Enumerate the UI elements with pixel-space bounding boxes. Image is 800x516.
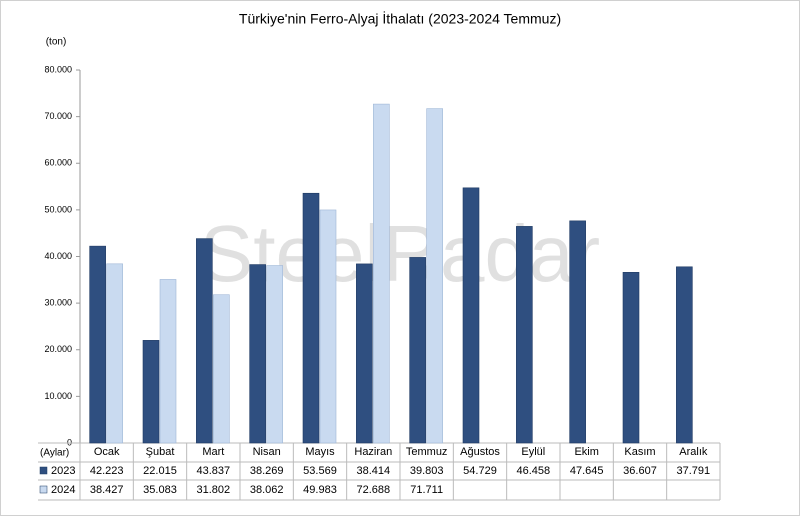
value-label: 38.269 — [250, 465, 284, 477]
x-tick-label: Mart — [202, 446, 224, 458]
bar — [373, 103, 390, 444]
value-label: 38.427 — [90, 484, 124, 496]
bar — [106, 263, 123, 444]
x-tick-label: Kasım — [624, 446, 655, 458]
x-tick-label: Ekim — [574, 446, 598, 458]
x-tick-label: Haziran — [354, 446, 392, 458]
y-tick-label: 30.000 — [44, 298, 72, 308]
bar — [319, 209, 337, 444]
x-tick-label: Mayıs — [305, 446, 335, 458]
bar — [409, 257, 426, 444]
legend-swatch — [39, 466, 48, 475]
y-tick-label: 0 — [67, 437, 72, 447]
y-tick-label: 40.000 — [44, 251, 72, 261]
bar — [356, 263, 373, 444]
value-label: 22.015 — [143, 465, 177, 477]
value-label: 37.791 — [677, 465, 711, 477]
bar — [266, 265, 283, 444]
x-tick-label: Temmuz — [406, 446, 448, 458]
value-label: 39.803 — [410, 465, 444, 477]
legend-label: 2024 — [51, 484, 75, 496]
x-tick-label: Aralık — [679, 446, 708, 458]
bar — [462, 187, 480, 444]
bar — [569, 220, 586, 444]
y-tick-label: 10.000 — [44, 391, 72, 401]
legend-swatch — [39, 485, 48, 494]
bar — [676, 266, 693, 444]
value-label: 31.802 — [197, 484, 231, 496]
value-label: 38.414 — [357, 465, 391, 477]
value-label: 38.062 — [250, 484, 284, 496]
x-tick-label: Ocak — [94, 446, 120, 458]
value-label: 46.458 — [517, 465, 551, 477]
value-label: 43.837 — [197, 465, 231, 477]
y-tick-label: 80.000 — [44, 64, 72, 74]
bar — [302, 192, 320, 444]
bar — [622, 272, 640, 444]
y-tick-label: 70.000 — [44, 111, 72, 121]
bar — [159, 279, 177, 444]
value-label: 42.223 — [90, 465, 124, 477]
value-label: 72.688 — [357, 484, 391, 496]
legend-label: 2023 — [51, 465, 75, 477]
chart-title: Türkiye'nin Ferro-Alyaj İthalatı (2023-2… — [239, 10, 561, 27]
y-tick-label: 20.000 — [44, 344, 72, 354]
value-label: 47.645 — [570, 465, 604, 477]
bar — [516, 226, 533, 444]
bar — [426, 108, 443, 444]
y-tick-label: 50.000 — [44, 204, 72, 214]
value-label: 49.983 — [303, 484, 337, 496]
value-label: 36.607 — [623, 465, 657, 477]
x-tick-label: Nisan — [253, 446, 281, 458]
bar — [89, 245, 106, 444]
value-label: 35.083 — [143, 484, 177, 496]
y-tick-label: 60.000 — [44, 158, 72, 168]
x-tick-label: Eylül — [521, 446, 545, 458]
bar — [213, 294, 230, 444]
value-label: 54.729 — [463, 465, 497, 477]
y-axis-label: (ton) — [46, 37, 67, 48]
bar — [249, 264, 266, 444]
bar — [142, 340, 160, 444]
x-tick-label: Ağustos — [460, 446, 500, 458]
value-label: 71.711 — [410, 484, 443, 496]
value-label: 53.569 — [303, 465, 337, 477]
x-tick-label: Şubat — [146, 446, 175, 458]
bar — [196, 238, 213, 444]
x-axis-label: (Aylar) — [40, 448, 69, 459]
